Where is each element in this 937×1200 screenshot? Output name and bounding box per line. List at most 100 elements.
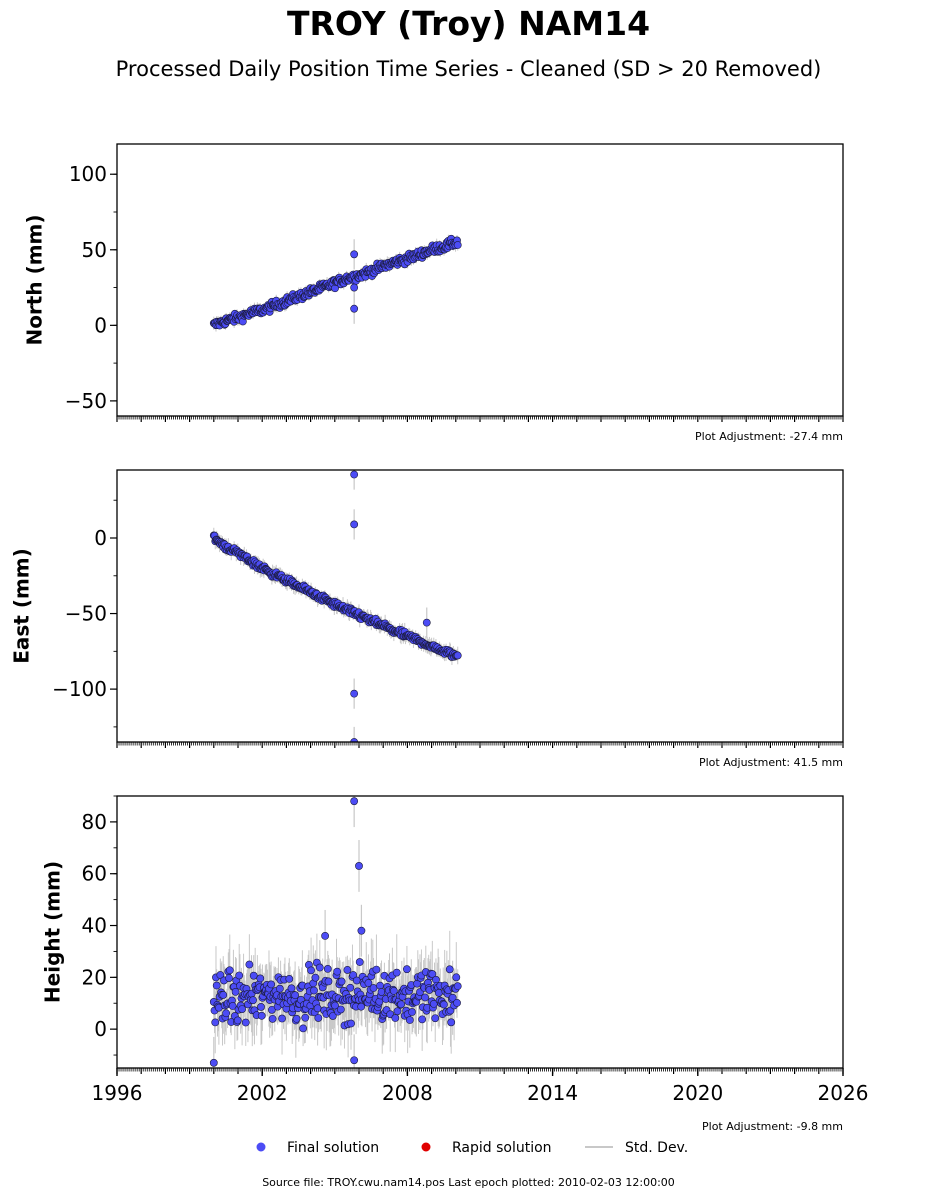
data-point [267, 980, 276, 989]
data-point [421, 993, 429, 1002]
data-point [393, 1007, 402, 1016]
data-point [228, 1002, 237, 1010]
data-point [225, 966, 234, 975]
data-point [287, 984, 296, 993]
data-point [323, 965, 332, 973]
data-point [337, 977, 346, 986]
y-tick-label: 0 [94, 1017, 107, 1041]
plot-frame [116, 143, 844, 417]
data-point [440, 1000, 448, 1009]
legend-final-marker [256, 1142, 266, 1152]
y-axis-label: Height (mm) [41, 861, 65, 1003]
data-point [448, 993, 457, 1002]
data-point [376, 981, 384, 990]
data-point [315, 963, 324, 972]
y-axis-label: North (mm) [23, 214, 47, 345]
data-point [447, 1018, 456, 1027]
data-point [285, 974, 294, 983]
plot-adjustment-label: Plot Adjustment: -9.8 mm [702, 1120, 843, 1133]
data-point [212, 981, 221, 990]
data-point [434, 988, 443, 997]
data-point [291, 991, 300, 1000]
data-point [377, 988, 386, 996]
legend-rapid-marker [421, 1142, 431, 1152]
data-point [336, 1005, 345, 1014]
chart-title: TROY (Troy) NAM14 [286, 4, 651, 43]
data-point [275, 984, 284, 993]
data-point [428, 970, 437, 978]
data-point [292, 1014, 301, 1023]
y-tick-label: −50 [65, 602, 107, 626]
x-tick-label: 2008 [382, 1081, 433, 1105]
data-point [403, 965, 411, 974]
y-axis-label: East (mm) [10, 548, 34, 664]
y-tick-label: 20 [82, 965, 107, 989]
chart-subtitle: Processed Daily Position Time Series - C… [115, 57, 822, 81]
data-point [431, 1014, 440, 1023]
data-point [408, 1008, 416, 1016]
data-point [256, 974, 265, 983]
plot-adjustment-label: Plot Adjustment: -27.4 mm [695, 430, 843, 443]
outlier-point [350, 1056, 359, 1065]
data-point [392, 968, 401, 977]
y-tick-label: −50 [65, 389, 107, 413]
data-point [249, 971, 258, 980]
data-point [333, 967, 342, 976]
x-tick-label: 2026 [818, 1081, 869, 1105]
legend-final-label: Final solution [287, 1140, 379, 1156]
data-point [389, 986, 398, 995]
data-point [216, 971, 225, 979]
data-point [241, 1018, 250, 1027]
y-tick-label: 100 [69, 162, 107, 186]
outlier-point [350, 304, 359, 313]
data-point [225, 974, 233, 982]
data-point [249, 996, 257, 1005]
data-point [231, 987, 240, 996]
series-group [209, 470, 462, 742]
outlier-point [350, 689, 359, 698]
data-point [301, 1013, 310, 1022]
y-tick-label: 0 [94, 526, 107, 550]
outlier-point [357, 926, 366, 935]
data-point [391, 1014, 400, 1022]
data-point [452, 973, 461, 982]
plot-frame [116, 469, 844, 743]
data-point [299, 1024, 307, 1033]
outlier-point [350, 250, 359, 259]
legend-rapid-label: Rapid solution [452, 1140, 552, 1156]
data-point [278, 1014, 286, 1023]
data-point [343, 966, 352, 974]
outlier-point [350, 470, 359, 479]
data-point [453, 998, 461, 1007]
x-tick-label: 2014 [527, 1081, 578, 1105]
x-tick-label: 2020 [672, 1081, 723, 1105]
y-tick-label: 0 [94, 313, 107, 337]
data-point [355, 958, 364, 966]
data-point [219, 991, 228, 999]
series-group [209, 796, 462, 1068]
data-point [405, 1016, 414, 1024]
data-point [346, 983, 355, 992]
data-point [222, 1009, 231, 1018]
data-point [235, 971, 244, 980]
outlier-point [321, 931, 330, 940]
data-point [372, 965, 381, 974]
outlier-point [350, 520, 359, 529]
data-point [445, 965, 454, 974]
data-point [238, 1005, 247, 1013]
data-point [310, 986, 318, 995]
series-group [209, 234, 462, 332]
x-tick-label: 2002 [237, 1081, 288, 1105]
plot-adjustment-label: Plot Adjustment: 41.5 mm [699, 756, 843, 769]
data-point [245, 960, 254, 969]
data-point [257, 1011, 266, 1020]
data-point [311, 973, 320, 982]
data-point [349, 971, 358, 979]
data-point [257, 1003, 265, 1011]
y-tick-label: −100 [52, 677, 107, 701]
data-point [453, 982, 462, 991]
data-point [328, 1012, 337, 1020]
outlier-point [355, 862, 363, 870]
legend-std-label: Std. Dev. [625, 1140, 688, 1156]
